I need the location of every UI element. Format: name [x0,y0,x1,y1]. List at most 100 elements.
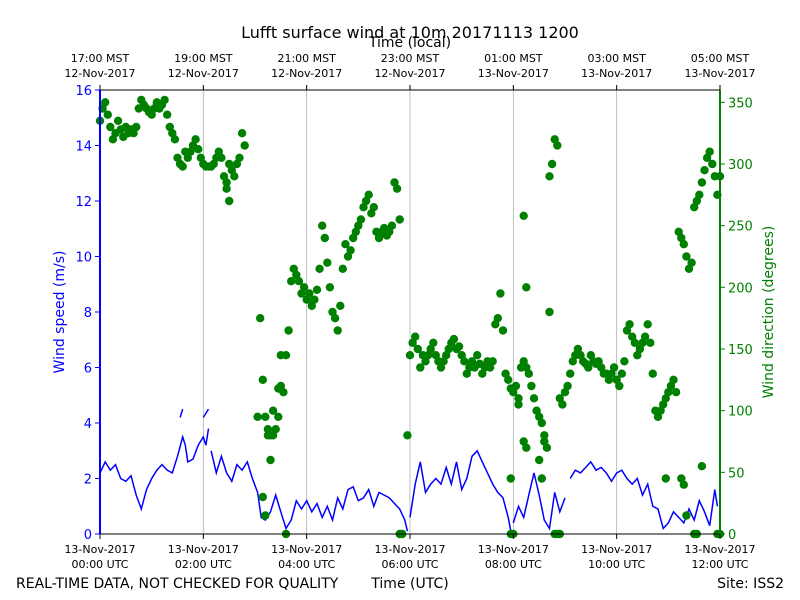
wind-direction-point-177 [514,394,523,403]
x-tick-label-date-5: 13-Nov-2017 [581,543,652,556]
wind-direction-point-247 [695,190,704,199]
wind-direction-point-256 [506,474,515,483]
wind-direction-point-204 [584,363,593,372]
wind-direction-point-228 [646,338,655,347]
left-axis-label: Wind speed (m/s) [52,251,68,374]
wind-direction-point-227 [643,320,652,329]
wind-direction-point-187 [540,431,549,440]
x2-tick-label-date-0: 12-Nov-2017 [64,67,135,80]
wind-direction-point-59 [256,314,265,323]
y-tick-label-5: 10 [75,251,92,266]
wind-direction-point-161 [473,351,482,360]
wind-direction-point-76 [299,283,309,292]
wind-direction-point-242 [682,252,691,261]
top-axis-label: Time (local) [368,35,451,51]
wind-direction-point-52 [230,172,239,181]
x-tick-label-time-5: 10:00 UTC [588,558,645,571]
x2-tick-label-date-6: 13-Nov-2017 [684,67,755,80]
wind-direction-point-182 [527,381,536,391]
y2-tick-label-0: 0 [728,528,736,543]
wind-direction-point-167 [488,357,497,366]
wind-direction-point-181 [524,369,533,378]
wind-direction-point-196 [563,381,572,391]
wind-direction-point-32 [178,162,187,171]
wind-direction-point-121 [276,351,285,360]
wind-speed-line-0 [99,428,210,512]
y2-tick-label-7: 350 [728,96,753,111]
y-tick-label-7: 14 [75,140,92,155]
wind-direction-point-118 [266,455,275,465]
wind-direction-point-197 [566,369,575,378]
axes-layer [95,85,725,539]
wind-direction-point-173 [504,375,513,384]
wind-direction-point-120 [274,384,283,393]
wind-direction-point-139 [416,363,425,372]
wind-direction-point-85 [323,258,332,267]
wind-direction-point-216 [615,381,624,391]
footer-site: Site: ISS2 [717,576,784,592]
x2-tick-label-time-3: 23:00 MST [381,52,440,65]
wind-direction-point-103 [369,203,378,212]
x-tick-label-date-0: 13-Nov-2017 [64,543,135,556]
wind-direction-point-156 [460,357,469,366]
wind-direction-point-90 [336,301,345,310]
x2-tick-label-time-4: 01:00 MST [484,52,543,65]
wind-direction-point-60 [258,375,267,384]
y2-tick-label-6: 300 [728,158,753,173]
wind-direction-point-38 [194,145,203,154]
wind-direction-point-183 [529,394,539,403]
wind-direction-point-135 [405,351,415,360]
x-tick-label-time-0: 00:00 UTC [71,558,128,571]
wind-direction-point-138 [413,344,422,354]
chart-title: Lufft surface wind at 10m 20171113 1200 [241,23,579,42]
wind-direction-point-61 [261,412,270,421]
wind-direction-point-238 [671,388,681,397]
y-tick-label-3: 6 [84,362,92,377]
wind-direction-point-80 [310,295,319,304]
wind-direction-point-116 [261,511,270,520]
wind-direction-point-55 [237,129,247,138]
y2-tick-label-2: 100 [728,405,753,420]
y-tick-label-6: 12 [75,195,92,210]
wind-direction-point-137 [411,332,420,341]
wind-direction-point-83 [318,221,327,230]
wind-direction-point-71 [287,277,296,286]
wind-direction-point-49 [222,178,231,187]
wind-direction-point-66 [274,412,283,421]
series-layer [95,95,725,539]
wind-direction-point-3 [103,110,113,119]
wind-direction-point-144 [429,338,438,347]
x-tick-label-date-1: 13-Nov-2017 [168,543,239,556]
right-axis-label: Wind direction (degrees) [761,226,777,399]
wind-speed-line-1 [179,408,184,418]
wind-direction-point-259 [522,443,531,452]
y2-tick-label-3: 150 [728,343,753,358]
y2-tick-label-4: 200 [728,281,753,296]
x2-tick-label-time-5: 03:00 MST [587,52,646,65]
wind-direction-point-81 [312,285,322,294]
wind-direction-point-2 [101,98,110,107]
wind-direction-point-176 [511,381,521,391]
wind-direction-point-189 [545,172,554,181]
wind-direction-point-190 [547,159,557,169]
wind-speed-line-4 [409,449,512,532]
x2-tick-label-date-1: 12-Nov-2017 [168,67,239,80]
wind-direction-point-266 [661,474,670,483]
x2-tick-label-date-4: 13-Nov-2017 [478,67,549,80]
wind-direction-point-134 [403,431,412,440]
wind-direction-point-257 [514,400,523,409]
x2-tick-label-date-3: 12-Nov-2017 [374,67,445,80]
wind-direction-point-37 [191,135,200,144]
wind-direction-point-264 [540,437,549,446]
x-tick-label-date-2: 13-Nov-2017 [271,543,342,556]
wind-direction-point-226 [640,332,650,341]
x-tick-label-date-6: 13-Nov-2017 [684,543,755,556]
wind-speed-line-2 [202,408,210,418]
wind-speed-line-6 [569,460,719,531]
wind-speed-line-5 [512,472,566,531]
wind-direction-point-217 [617,369,626,378]
y-tick-label-8: 16 [75,84,92,99]
wind-direction-point-84 [320,233,329,243]
y2-tick-label-1: 50 [728,466,745,481]
